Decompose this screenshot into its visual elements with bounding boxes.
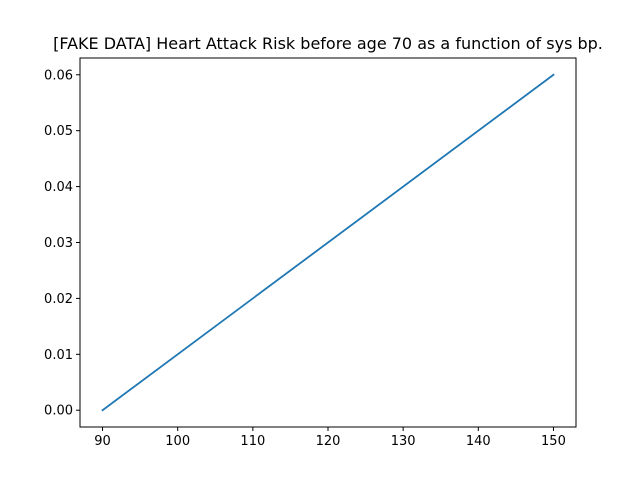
x-tick-label-1: 100 <box>165 434 190 449</box>
plot-area: 90 100 110 120 130 140 150 0.00 0.01 0.02 0.03 0.04… <box>44 57 577 449</box>
x-tick-label-4: 130 <box>391 434 416 449</box>
chart-title: [FAKE DATA] Heart Attack Risk before age… <box>53 34 603 53</box>
x-tick-label-2: 110 <box>240 434 265 449</box>
y-tick-label-0: 0.00 <box>44 404 73 419</box>
y-tick-label-2: 0.02 <box>44 292 73 307</box>
y-tick-label-4: 0.04 <box>44 180 73 195</box>
x-tick-label-0: 90 <box>94 434 111 449</box>
x-tick-label-3: 120 <box>316 434 341 449</box>
y-tick-label-5: 0.05 <box>44 124 73 139</box>
y-tick-label-6: 0.06 <box>44 68 73 83</box>
x-tick-label-5: 140 <box>466 434 491 449</box>
series-line-0 <box>101 73 555 412</box>
x-tick-label-6: 150 <box>541 434 566 449</box>
y-tick-label-3: 0.03 <box>44 236 73 251</box>
y-tick-label-1: 0.01 <box>44 348 73 363</box>
